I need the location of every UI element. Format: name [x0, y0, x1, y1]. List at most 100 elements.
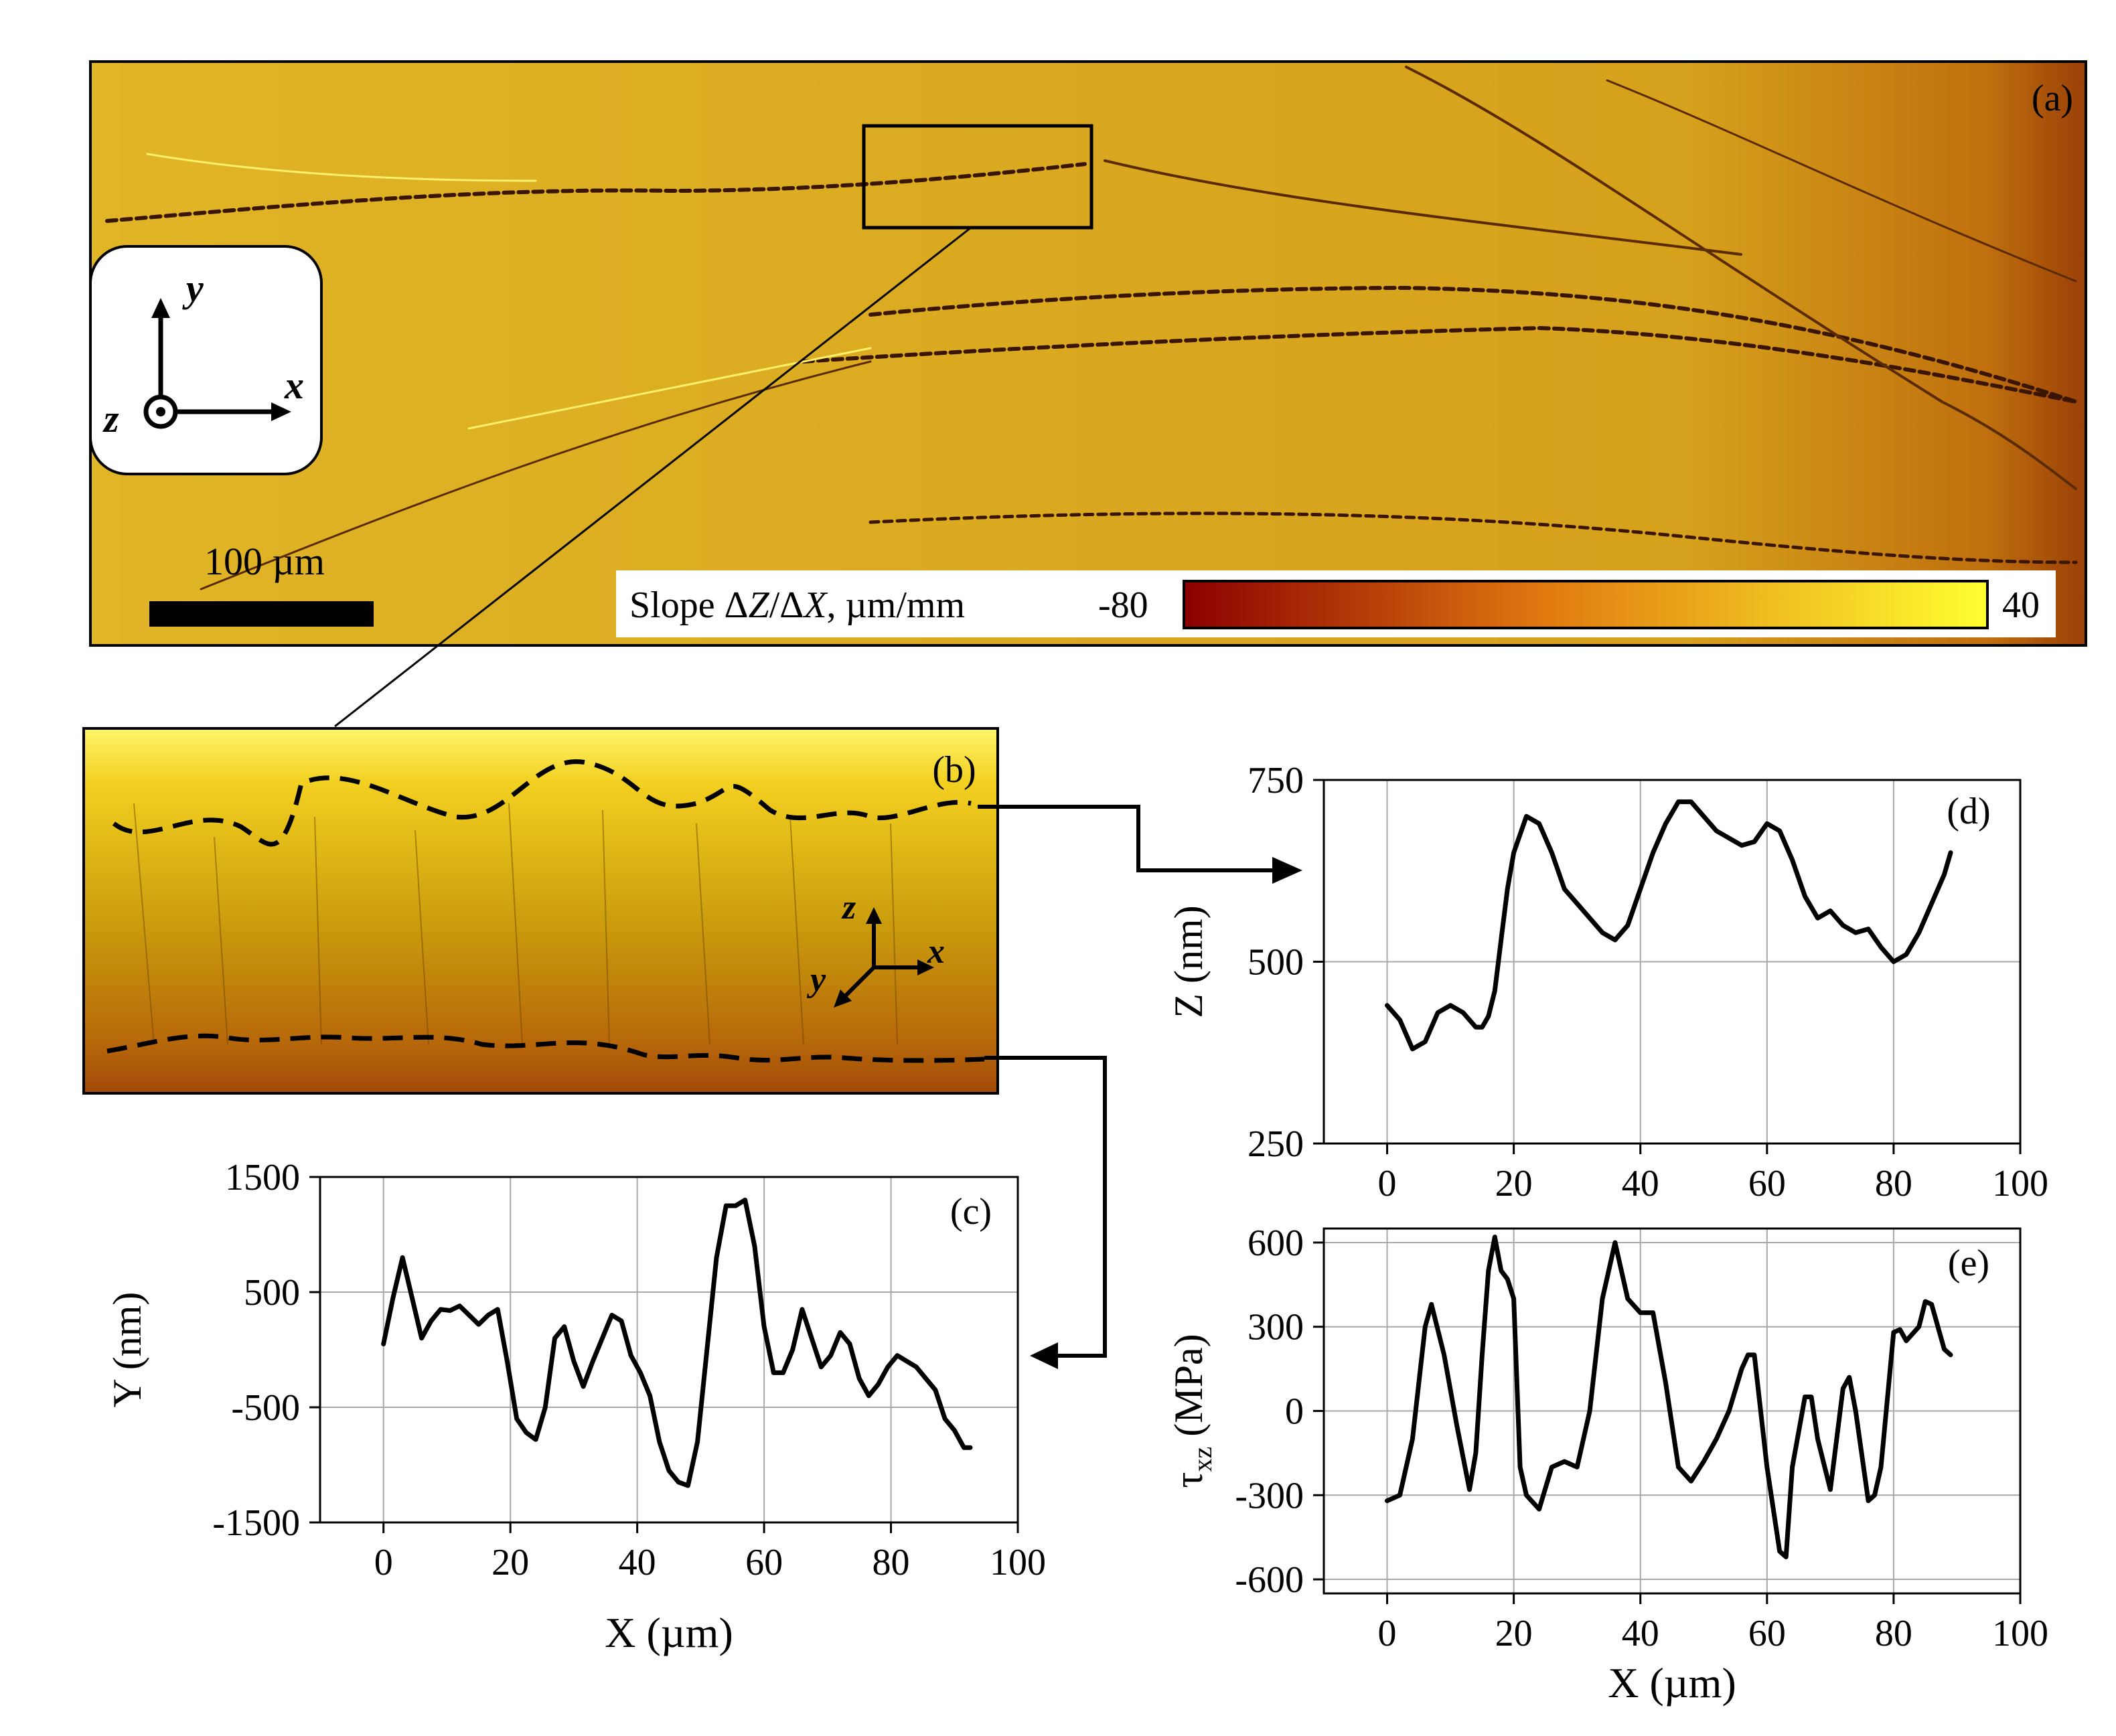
y-axis-label: Y (nm) — [105, 1292, 149, 1408]
x-axis-label: X (µm) — [1608, 1659, 1736, 1707]
panel-a-label: (a) — [2032, 78, 2073, 119]
axes-icon-z: z — [102, 397, 119, 441]
x-axis-label: X (µm) — [605, 1609, 733, 1656]
chart-d: 0 20 40 60 80 100 250 500 750 Z (nm) (d) — [1166, 760, 2048, 1204]
data-point — [1944, 874, 1945, 875]
panel-b-label: (b) — [932, 749, 976, 791]
colorbar-title: Slope ΔZ/ΔX, µm/mm — [629, 584, 965, 626]
connector-arrows — [978, 805, 1302, 1369]
data-point — [392, 1297, 394, 1299]
x-tick-label: 80 — [1875, 1163, 1912, 1204]
data-point — [897, 1355, 898, 1356]
data-point — [659, 1441, 660, 1443]
data-point — [1640, 888, 1641, 890]
data-point — [1665, 823, 1666, 824]
x-tick-label: 40 — [619, 1542, 656, 1583]
data-point — [1779, 1551, 1781, 1552]
x-tick-label: 100 — [1992, 1163, 2048, 1204]
y-tick-label: 0 — [1285, 1391, 1304, 1433]
x-tick-label: 60 — [1748, 1163, 1786, 1204]
zoom-connector-line — [334, 226, 972, 728]
data-point — [1640, 1312, 1641, 1314]
data-point — [1469, 1489, 1470, 1490]
zoom-box — [862, 124, 1093, 230]
data-series-line — [381, 1197, 973, 1488]
y-tick-label: 1500 — [225, 1157, 300, 1198]
data-point — [1602, 1298, 1603, 1299]
data-point — [1488, 1016, 1489, 1017]
data-point — [716, 1257, 717, 1258]
x-tick-label: 20 — [1495, 1613, 1533, 1654]
crack-lines — [105, 66, 2078, 590]
colorbar-max: 40 — [2002, 584, 2040, 626]
data-point — [1893, 961, 1894, 962]
data-point — [1678, 801, 1679, 803]
y-tick-label: 500 — [1248, 942, 1304, 983]
data-point — [1792, 1466, 1793, 1468]
y-tick-label: 600 — [1248, 1222, 1304, 1264]
axes-icon-b-x: x — [927, 933, 945, 971]
data-point — [1766, 1466, 1768, 1468]
x-tick-label: 100 — [990, 1542, 1046, 1583]
axes-icon-y: y — [182, 266, 204, 310]
data-point — [1627, 1298, 1629, 1299]
data-point — [402, 1257, 403, 1258]
data-point — [858, 1378, 860, 1379]
data-point — [1507, 888, 1508, 890]
x-tick-label: 40 — [1622, 1163, 1659, 1204]
data-point — [449, 1310, 451, 1311]
colorbar: Slope ΔZ/ΔX, µm/mm -80 40 — [616, 570, 2056, 637]
x-tick-label: 100 — [1992, 1613, 2048, 1654]
data-point — [1627, 925, 1629, 926]
x-tick-label: 60 — [1748, 1613, 1786, 1654]
data-point — [915, 1366, 917, 1368]
panel-b: (b) z x y — [82, 727, 999, 1095]
data-point — [754, 1245, 755, 1247]
chart-c: 0 20 40 60 80 100 -1500 -500 500 1500 X (µm) Y (nm)… — [105, 1157, 1046, 1656]
y-tick-label: -600 — [1235, 1559, 1304, 1601]
data-point — [1412, 1048, 1413, 1050]
scale-bar-label: 100 µm — [204, 540, 325, 583]
data-point — [1716, 830, 1717, 832]
data-point — [954, 1429, 955, 1431]
data-point — [611, 1314, 613, 1316]
data-series-line — [1385, 1235, 1953, 1559]
y-axis-label: Z (nm) — [1166, 905, 1211, 1018]
data-point — [1481, 1354, 1483, 1356]
colorbar-gradient — [1183, 580, 1989, 629]
x-tick-label: 20 — [492, 1542, 529, 1583]
surface-profile-bottom — [106, 1033, 985, 1063]
data-point — [1526, 815, 1527, 817]
panel-a-image — [89, 60, 2087, 647]
y-tick-label: 500 — [244, 1272, 300, 1314]
data-point — [1576, 1466, 1578, 1468]
x-tick-label: 80 — [1875, 1613, 1912, 1654]
x-tick-label: 80 — [873, 1542, 910, 1583]
data-point — [1931, 903, 1933, 904]
y-tick-label: -500 — [231, 1387, 300, 1429]
data-point — [773, 1372, 774, 1373]
data-point — [1931, 1304, 1933, 1305]
x-tick-label: 20 — [1495, 1163, 1533, 1204]
data-point — [1481, 1026, 1483, 1028]
data-point — [1614, 939, 1616, 941]
y-axis-label: τxz (MPa) — [1166, 1334, 1217, 1488]
x-tick-label: 0 — [1378, 1613, 1397, 1654]
y-axis-label-main: τ — [1166, 1472, 1211, 1488]
data-point — [878, 1384, 879, 1385]
data-point — [887, 1366, 889, 1368]
data-point — [668, 1470, 670, 1472]
x-tick-label: 0 — [374, 1542, 393, 1583]
data-point — [868, 1395, 869, 1397]
colorbar-min: -80 — [1098, 584, 1148, 626]
data-point — [1475, 1026, 1477, 1028]
x-tick-label: 0 — [1378, 1163, 1397, 1204]
data-point — [621, 1320, 622, 1322]
data-point — [1526, 1494, 1527, 1496]
panel-b-image — [82, 727, 999, 1095]
axes-icon-box — [89, 245, 323, 475]
data-point — [970, 1447, 971, 1448]
data-point — [1450, 1005, 1451, 1006]
panel-label: (e) — [1948, 1243, 1989, 1284]
